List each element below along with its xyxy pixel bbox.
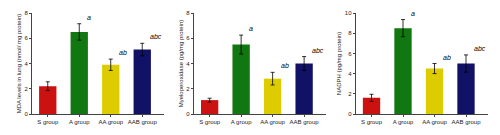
svg-text:S group: S group — [199, 119, 221, 125]
svg-text:AA group: AA group — [98, 119, 123, 125]
svg-text:AA group: AA group — [260, 119, 285, 125]
svg-text:AA group: AA group — [422, 119, 447, 125]
svg-text:A group: A group — [231, 119, 252, 125]
svg-text:MDA levels in lung (nmol/ mg p: MDA levels in lung (nmol/ mg protein) — [16, 14, 22, 114]
svg-text:2: 2 — [186, 86, 190, 92]
svg-text:abc: abc — [474, 45, 486, 52]
svg-text:4: 4 — [24, 61, 28, 67]
svg-text:8: 8 — [186, 10, 190, 16]
svg-text:6: 6 — [348, 51, 352, 57]
svg-text:Myeloperoxidase (pg/mg protein: Myeloperoxidase (pg/mg protein) — [178, 20, 184, 108]
svg-text:A group: A group — [393, 119, 414, 125]
svg-text:0: 0 — [186, 111, 190, 117]
svg-text:2: 2 — [348, 91, 352, 97]
svg-text:ab: ab — [281, 62, 289, 69]
svg-text:AAB group: AAB group — [451, 119, 481, 125]
svg-text:AAB group: AAB group — [128, 119, 158, 125]
svg-text:6: 6 — [24, 35, 28, 41]
svg-text:abc: abc — [312, 47, 324, 54]
svg-text:8: 8 — [348, 30, 352, 36]
svg-text:a: a — [87, 14, 91, 21]
svg-text:a: a — [249, 25, 253, 32]
svg-text:a: a — [411, 10, 415, 17]
svg-text:ab: ab — [443, 54, 451, 61]
svg-text:NADPH (pg/mg protein): NADPH (pg/mg protein) — [336, 32, 342, 95]
svg-text:0: 0 — [24, 111, 28, 117]
svg-text:4: 4 — [348, 71, 352, 77]
svg-text:S group: S group — [37, 119, 59, 125]
svg-text:A group: A group — [69, 119, 90, 125]
svg-text:2: 2 — [24, 86, 28, 92]
svg-text:10: 10 — [345, 10, 352, 16]
svg-text:0: 0 — [348, 111, 352, 117]
svg-text:4: 4 — [186, 61, 190, 67]
svg-text:abc: abc — [150, 33, 162, 40]
svg-text:S group: S group — [361, 119, 383, 125]
svg-text:ab: ab — [119, 49, 127, 56]
svg-text:6: 6 — [186, 35, 190, 41]
svg-text:AAB group: AAB group — [290, 119, 320, 125]
svg-text:8: 8 — [24, 10, 28, 16]
